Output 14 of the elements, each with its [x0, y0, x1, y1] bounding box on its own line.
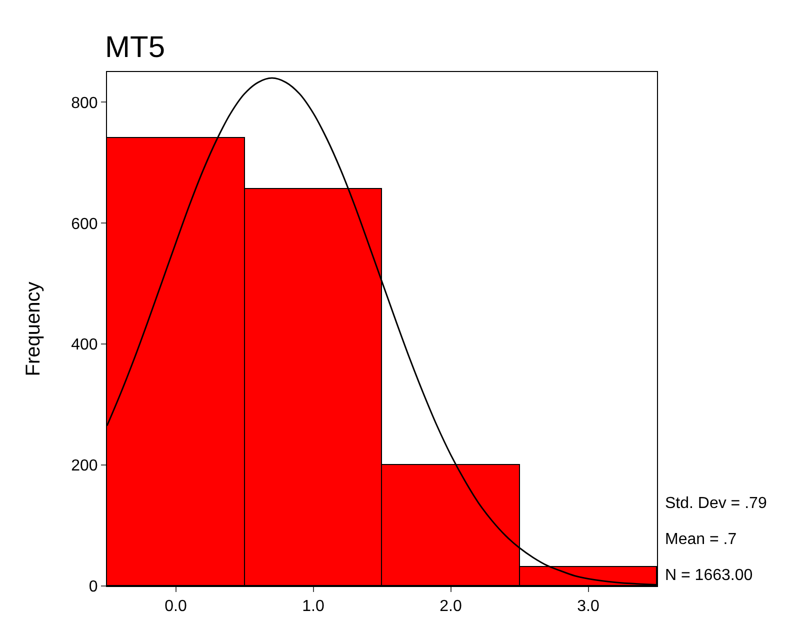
y-tick-label: 800 — [71, 94, 98, 112]
text: N = 1663.00 — [665, 567, 753, 584]
y-axis-title: Frequency — [22, 282, 45, 376]
chart-title: MT5 — [105, 31, 165, 64]
y-tick-label: 0 — [88, 578, 98, 596]
x-tick-label: 2.0 — [440, 598, 462, 616]
text: Std. Dev = .79 — [665, 495, 767, 512]
text: Mean = .7 — [665, 531, 737, 548]
y-tick-label: 600 — [71, 216, 98, 233]
x-tick-label: 3.0 — [577, 598, 600, 616]
x-tick-label: 0.0 — [164, 598, 187, 616]
y-tick-label: 200 — [71, 458, 98, 475]
x-tick-label: 1.0 — [302, 598, 324, 616]
y-tick-label: 400 — [71, 336, 98, 354]
